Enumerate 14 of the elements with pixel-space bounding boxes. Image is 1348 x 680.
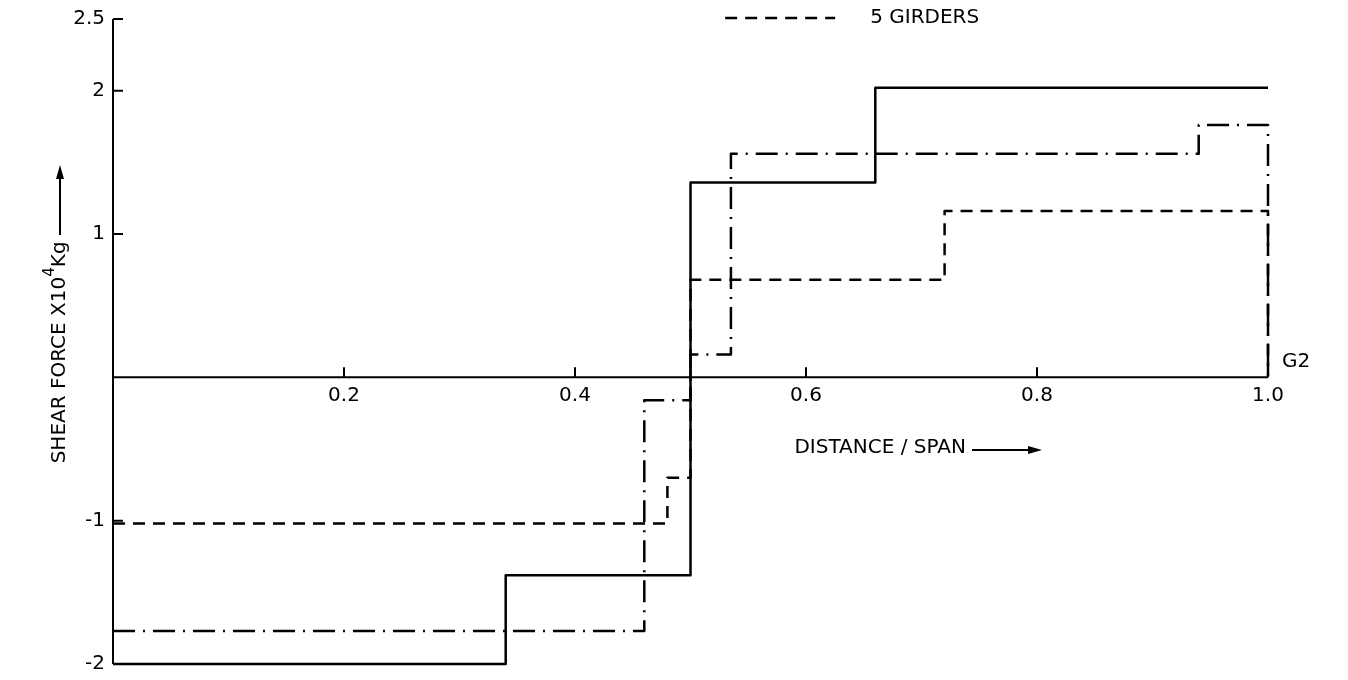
text: 5 GIRDERS bbox=[870, 4, 980, 29]
y-axis-title: SHEAR FORCE X104Kg bbox=[39, 241, 71, 464]
x-axis-title: DISTANCE / SPAN bbox=[794, 433, 966, 458]
annotation: G2 bbox=[1282, 347, 1311, 372]
y-tick-label: -2 bbox=[85, 650, 105, 675]
x-tick-label: 0.4 bbox=[559, 381, 591, 406]
y-tick-label: 2 bbox=[92, 76, 105, 101]
y-tick-label: 2.5 bbox=[73, 5, 105, 30]
x-tick-label: 0.8 bbox=[1021, 381, 1053, 406]
y-tick-label: 1 bbox=[92, 220, 105, 245]
x-tick-label: 0.2 bbox=[328, 381, 360, 406]
x-tick-label: 1.0 bbox=[1252, 381, 1284, 406]
x-tick-label: 0.6 bbox=[790, 381, 822, 406]
y-tick-label: -1 bbox=[85, 506, 105, 531]
